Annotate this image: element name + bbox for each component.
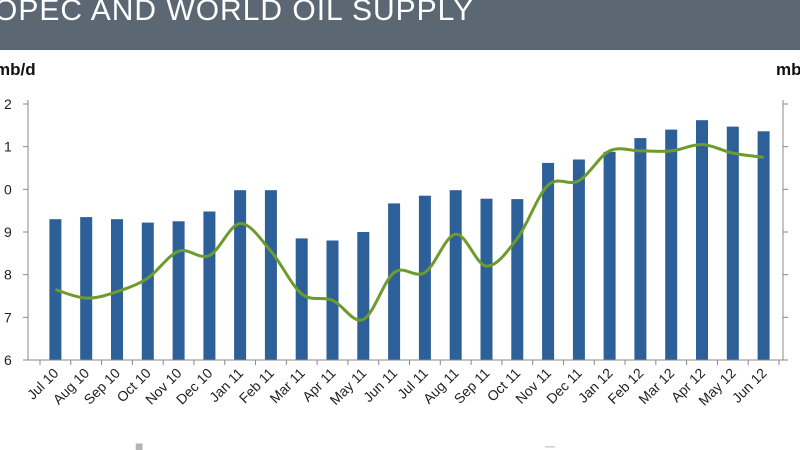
right-axis-unit: mb [776,60,800,79]
x-tick-label: Jun 12 [729,365,770,406]
bar-oct-10 [141,222,154,360]
bar-may-12 [726,126,739,360]
bar-sep-11 [480,198,493,360]
y-tick-label: 9 [4,224,12,240]
bar-nov-10 [172,221,185,360]
y-tick-label: 8 [4,267,12,283]
x-tick-label: Mar 12 [635,365,677,407]
legend: ■ ─ [0,438,800,450]
bar-apr-12 [696,120,708,360]
bar-mar-11 [295,238,308,360]
x-tick-label: Sep 11 [451,365,493,407]
x-tick-label: Mar 11 [266,365,308,407]
y-tick-label: 6 [4,352,12,368]
bar-feb-12 [634,138,647,360]
y-tick-label: 2 [4,96,12,112]
line-series [54,142,764,322]
axes [23,100,788,365]
bar-jun-11 [388,203,401,360]
world-supply-line [54,142,764,322]
bar-mar-12 [665,129,678,360]
legend-item-bars: ■ [135,438,144,450]
y-tick-label: 1 [4,139,12,155]
bar-jan-11 [234,190,247,360]
title-bar: OPEC AND WORLD OIL SUPPLY [0,0,800,50]
x-tick-label: Jun 11 [360,365,400,405]
bar-dec-10 [203,211,216,360]
bar-sep-10 [111,219,123,360]
legend-item-line: ─ [545,438,555,450]
chart-title: OPEC AND WORLD OIL SUPPLY [0,0,475,27]
bar-nov-11 [542,162,555,360]
bar-aug-11 [449,190,462,360]
bar-jan-12 [603,151,616,360]
bar-dec-11 [572,159,585,360]
bar-series [49,120,770,360]
left-axis-unit: mb/d [0,60,36,79]
y-tick-label: 7 [4,309,12,325]
bar-jun-12 [757,131,770,360]
bar-aug-10 [80,217,93,360]
bar-oct-11 [511,199,524,360]
bar-jul-11 [418,195,431,360]
x-tick-label: Dec 11 [543,365,585,407]
bar-may-11 [357,232,370,360]
y-tick-label: 0 [4,181,12,197]
bar-feb-11 [264,190,277,360]
